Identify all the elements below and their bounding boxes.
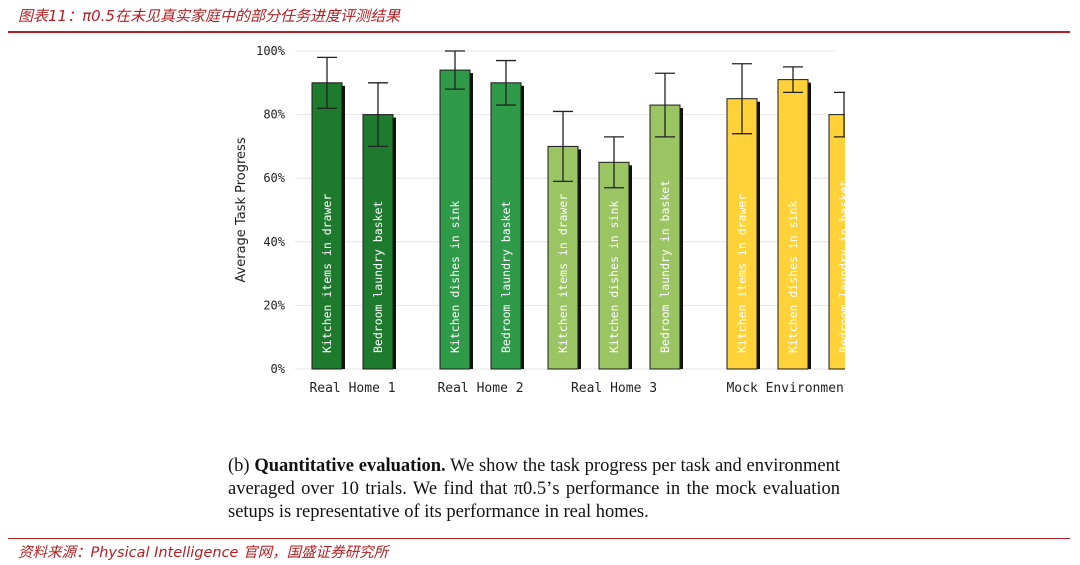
group-label: Real Home 2: [437, 381, 523, 396]
y-tick-label: 0%: [271, 362, 286, 376]
bottom-divider: [8, 538, 1070, 539]
bar-label: Bedroom laundry basket: [371, 201, 385, 353]
bar: [726, 98, 758, 370]
y-tick-label: 80%: [263, 108, 285, 122]
group-label: Real Home 3: [571, 381, 657, 396]
bar: [649, 104, 681, 370]
source-note: 资料来源：Physical Intelligence 官网，国盛证券研究所: [18, 545, 389, 561]
bar: [490, 82, 522, 370]
caption-bold: Quantitative evaluation.: [254, 456, 446, 476]
bar: [598, 161, 630, 370]
bar: [362, 114, 394, 370]
bar-label: Bedroom laundry in basket: [658, 180, 672, 353]
caption-text: We show the task progress per task and e…: [228, 456, 840, 522]
bar: [547, 145, 579, 370]
y-tick-label: 20%: [263, 298, 285, 312]
figure-title: 图表11：π0.5在未见真实家庭中的部分任务进度评测结果: [18, 7, 400, 25]
bar: [777, 79, 809, 370]
bar-label: Kitchen dishes in sink: [448, 201, 462, 353]
y-tick-label: 60%: [263, 171, 285, 185]
y-axis-label: Average Task Progress: [234, 137, 249, 282]
bar-chart: 0% 20% 40% 60% 80% 100% Average Task Progress K…: [225, 38, 845, 408]
bar-label: Kitchen dishes in sink: [607, 201, 621, 353]
caption-prefix: (b): [228, 456, 255, 476]
bar-label: Kitchen items in drawer: [320, 194, 334, 353]
group-label: Mock Environments: [726, 381, 845, 396]
bar: [311, 82, 343, 370]
bar-label: Bedroom laundry basket: [499, 201, 513, 353]
y-tick-label: 40%: [263, 235, 285, 249]
group-label: Real Home 1: [309, 381, 395, 396]
chart-svg: 0% 20% 40% 60% 80% 100% Average Task Progress K…: [234, 44, 845, 396]
top-divider: [8, 31, 1070, 33]
bar-label: Kitchen items in drawer: [556, 194, 570, 353]
bar-label: Kitchen items in drawer: [735, 194, 749, 353]
bar-label: Kitchen dishes in sink: [786, 201, 800, 353]
figure-caption: (b) Quantitative evaluation. We show the…: [228, 455, 840, 524]
y-tick-label: 100%: [256, 44, 286, 58]
bar-label: Bedroom laundry in basket: [837, 180, 845, 353]
